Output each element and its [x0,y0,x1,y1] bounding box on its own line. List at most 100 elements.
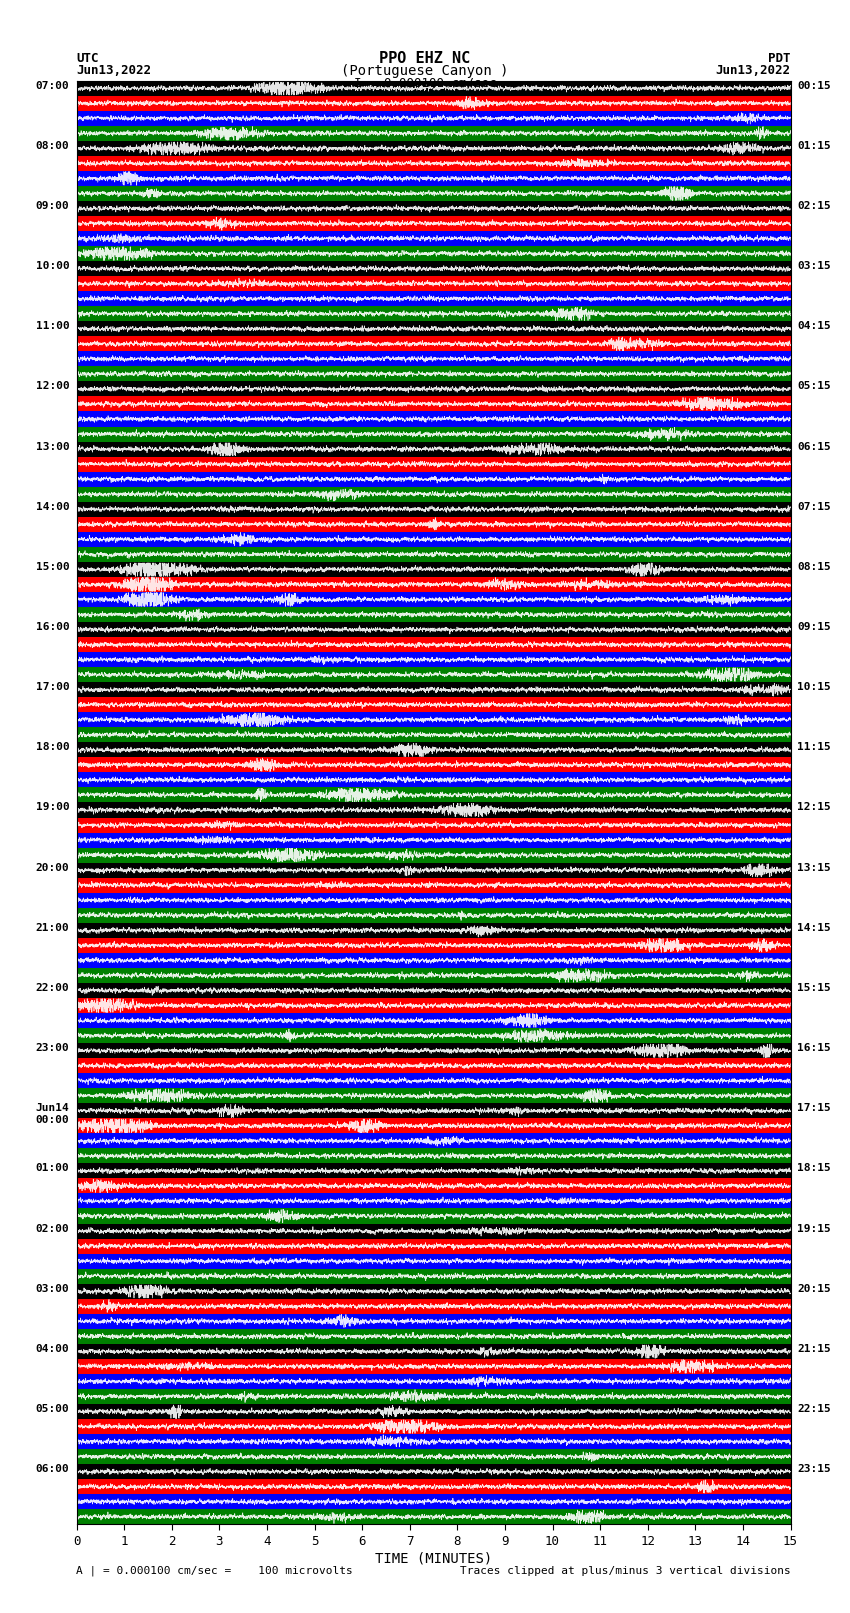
Bar [76,111,791,126]
Bar [76,742,791,758]
Bar [76,1073,791,1089]
Bar [76,727,791,742]
Bar [76,1239,791,1253]
Bar [76,471,791,487]
Bar [76,1329,791,1344]
Bar [76,773,791,787]
Text: 06:00: 06:00 [36,1465,70,1474]
Bar [76,802,791,818]
Bar [76,261,791,276]
Bar [76,411,791,426]
Bar [76,95,791,111]
Text: 21:15: 21:15 [797,1344,831,1353]
Bar [76,1510,791,1524]
Bar [76,366,791,381]
Bar [76,982,791,998]
Text: 20:00: 20:00 [36,863,70,873]
Text: 08:00: 08:00 [36,140,70,150]
Bar [76,1403,791,1419]
Bar [76,456,791,471]
Text: 17:15: 17:15 [797,1103,831,1113]
Text: Jun13,2022: Jun13,2022 [716,63,790,77]
Text: 22:00: 22:00 [36,982,70,994]
Text: Traces clipped at plus/minus 3 vertical divisions: Traces clipped at plus/minus 3 vertical … [460,1566,790,1576]
Text: 15:15: 15:15 [797,982,831,994]
Bar [76,247,791,261]
Text: 12:00: 12:00 [36,381,70,392]
Text: 05:15: 05:15 [797,381,831,392]
Text: 18:00: 18:00 [36,742,70,752]
Text: 18:15: 18:15 [797,1163,831,1173]
Bar [76,832,791,847]
Bar [76,336,791,352]
Bar [76,1118,791,1134]
Bar [76,81,791,95]
Bar [76,652,791,668]
Bar [76,516,791,532]
Text: 17:00: 17:00 [36,682,70,692]
Bar [76,1298,791,1313]
Bar [76,787,791,802]
Text: 09:15: 09:15 [797,623,831,632]
Bar [76,713,791,727]
Bar [76,1208,791,1224]
Bar [76,1089,791,1103]
Text: 16:15: 16:15 [797,1044,831,1053]
Bar [76,818,791,832]
Bar [76,171,791,185]
Text: 02:00: 02:00 [36,1224,70,1234]
Bar [76,1224,791,1239]
Bar [76,1448,791,1465]
Text: 01:00: 01:00 [36,1163,70,1173]
Bar [76,877,791,892]
Bar [76,561,791,577]
Text: 08:15: 08:15 [797,561,831,573]
Bar [76,908,791,923]
Bar [76,923,791,937]
Bar [76,1044,791,1058]
Text: 19:00: 19:00 [36,802,70,813]
Bar [76,637,791,652]
Text: 14:00: 14:00 [36,502,70,511]
Bar [76,1194,791,1208]
Bar [76,892,791,908]
Text: A | = 0.000100 cm/sec =    100 microvolts: A | = 0.000100 cm/sec = 100 microvolts [76,1566,354,1576]
Bar [76,1465,791,1479]
Bar [76,502,791,516]
Bar [76,1013,791,1027]
Bar [76,216,791,231]
Bar [76,381,791,397]
Text: 10:15: 10:15 [797,682,831,692]
Text: I = 0.000100 cm/sec: I = 0.000100 cm/sec [354,76,496,90]
Bar [76,998,791,1013]
Bar [76,847,791,863]
Bar [76,1163,791,1179]
Bar [76,306,791,321]
Text: 20:15: 20:15 [797,1284,831,1294]
Bar [76,156,791,171]
Bar [76,1434,791,1448]
Bar [76,487,791,502]
Bar [76,1344,791,1358]
Bar [76,968,791,982]
Bar [76,1269,791,1284]
Bar [76,758,791,773]
Bar [76,863,791,877]
Bar [76,937,791,953]
Bar [76,1358,791,1374]
Bar [76,397,791,411]
Bar [76,592,791,606]
Bar [76,623,791,637]
Bar [76,1148,791,1163]
Bar [76,1134,791,1148]
Bar [76,426,791,442]
Text: 09:00: 09:00 [36,202,70,211]
Text: 12:15: 12:15 [797,802,831,813]
Text: 07:00: 07:00 [36,81,70,90]
Bar [76,276,791,292]
Bar [76,1389,791,1403]
Bar [76,140,791,156]
Bar [76,1058,791,1073]
Text: 23:00: 23:00 [36,1044,70,1053]
Bar [76,668,791,682]
